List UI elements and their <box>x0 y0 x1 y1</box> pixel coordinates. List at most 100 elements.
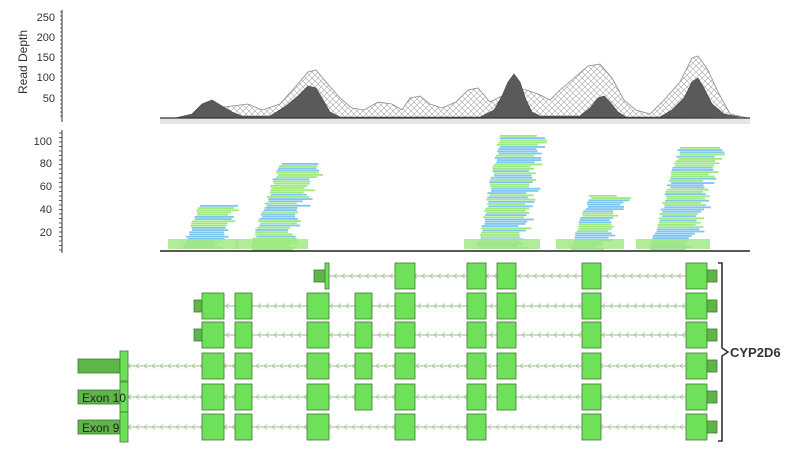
read-segment <box>490 185 530 188</box>
read-segment <box>255 233 293 236</box>
exon-block <box>581 413 602 441</box>
exon-block <box>306 352 330 380</box>
exon-block <box>234 383 253 411</box>
intron-arrow <box>415 363 420 369</box>
intron-arrow <box>671 424 676 430</box>
intron-arrow <box>545 332 550 338</box>
intron-arrow <box>281 332 286 338</box>
tick-label-250: 250 <box>37 12 55 24</box>
intron-arrow <box>541 273 546 279</box>
exon-block <box>581 262 602 290</box>
intron-arrow <box>575 424 580 430</box>
intron-arrow <box>495 424 500 430</box>
intron-arrow <box>263 424 268 430</box>
intron-arrow <box>535 394 540 400</box>
read-segment <box>484 220 528 223</box>
read-segment <box>489 181 533 183</box>
read-segment <box>661 215 696 217</box>
intron-arrow <box>631 363 636 369</box>
read-segment <box>666 195 710 198</box>
exon-block <box>201 321 225 349</box>
read-stacks <box>168 135 726 251</box>
intron-arrow <box>569 303 574 309</box>
intron-arrow <box>529 332 534 338</box>
intron-arrow <box>437 273 442 279</box>
read-segment <box>667 184 704 187</box>
read-segment <box>662 210 702 213</box>
read-segment <box>652 237 689 239</box>
read-segment <box>498 148 537 150</box>
read-segment <box>268 198 313 200</box>
intron-arrow <box>529 303 534 309</box>
intron-arrow <box>557 273 562 279</box>
intron-arrow <box>663 394 668 400</box>
read-segment <box>272 180 311 183</box>
intron-arrow <box>561 303 566 309</box>
read-segment <box>666 188 709 191</box>
intron-arrow <box>295 424 300 430</box>
intron-arrow <box>487 363 492 369</box>
intron-arrow <box>367 424 372 430</box>
intron-arrow <box>681 332 686 338</box>
exon-block <box>354 292 373 320</box>
utr-block <box>706 269 718 283</box>
read-segment <box>490 179 537 181</box>
intron-arrow <box>441 303 446 309</box>
intron-arrow <box>533 273 538 279</box>
intron-arrow <box>565 273 570 279</box>
intron-arrow <box>631 394 636 400</box>
read-segment <box>272 178 310 181</box>
intron-arrow <box>343 424 348 430</box>
read-segment <box>575 234 616 237</box>
intron-arrow <box>289 332 294 338</box>
intron-arrow <box>559 394 564 400</box>
intron-arrow <box>461 273 466 279</box>
read-segment <box>679 147 721 149</box>
read-segment <box>274 182 310 185</box>
read-segment <box>493 174 532 177</box>
exon-block <box>234 321 253 349</box>
intron-arrow <box>225 332 230 338</box>
exon-block <box>466 321 487 349</box>
exon-block <box>201 413 225 441</box>
intron-arrow <box>231 424 236 430</box>
intron-arrow <box>183 394 188 400</box>
exon-block <box>394 352 416 380</box>
intron-arrow <box>487 394 492 400</box>
read-segment <box>191 222 228 225</box>
coverage-panel: Read Depth 250 200 150 100 50 <box>0 0 752 125</box>
coverage-ylabel: Read Depth <box>16 30 30 94</box>
intron-arrow <box>385 303 390 309</box>
read-segment <box>670 175 715 178</box>
read-segment <box>266 204 311 207</box>
read-segment <box>252 248 293 251</box>
read-segment <box>269 191 304 194</box>
intron-arrow <box>329 303 334 309</box>
tick-label-100: 100 <box>37 72 55 84</box>
intron-arrow <box>441 332 446 338</box>
intron-arrow <box>639 394 644 400</box>
intron-arrow <box>647 394 652 400</box>
exon-block <box>466 352 487 380</box>
intron-arrow <box>385 332 390 338</box>
intron-arrow <box>663 424 668 430</box>
read-segment <box>281 163 319 165</box>
read-segment <box>491 190 539 192</box>
intron-arrow <box>665 332 670 338</box>
exon-9-label[interactable]: Exon 9 <box>82 421 120 435</box>
read-segment <box>198 207 235 209</box>
read-segment <box>674 162 720 165</box>
intron-arrow <box>457 303 462 309</box>
intron-arrow <box>281 303 286 309</box>
intron-arrow <box>625 303 630 309</box>
exon-10-label[interactable]: Exon 10 <box>82 391 126 405</box>
intron-arrow <box>297 332 302 338</box>
gene-label[interactable]: CYP2D6 <box>730 345 781 360</box>
intron-arrow <box>649 332 654 338</box>
intron-arrow <box>673 303 678 309</box>
intron-arrow <box>431 424 436 430</box>
intron-arrow <box>159 424 164 430</box>
intron-arrow <box>623 363 628 369</box>
exon-block <box>466 413 487 441</box>
intron-arrow <box>549 273 554 279</box>
